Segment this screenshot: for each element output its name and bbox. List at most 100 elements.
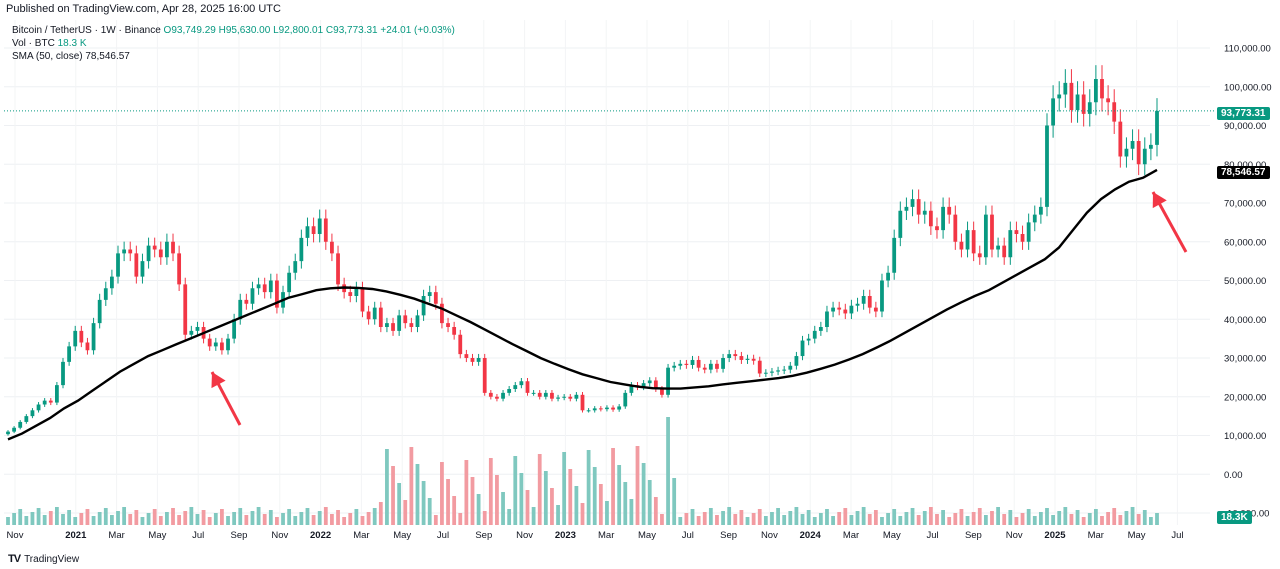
volume-bar [647,480,652,525]
annotation-arrow-2025-head [1152,192,1167,209]
candle-body [421,296,426,316]
volume-bar [592,467,597,525]
volume-bar [85,509,90,525]
candle-body [684,363,689,365]
volume-bar [586,450,591,525]
volume-bar [189,507,194,525]
volume-bar [537,454,542,525]
volume-bar [525,490,530,525]
volume-bar [715,515,719,525]
volume-bar [672,478,677,525]
candle-body [458,334,463,355]
candle-body [806,338,811,341]
volume-bar [1026,509,1031,525]
candle-body [336,253,340,285]
y-tick-label: 80,000.00 [1224,160,1266,171]
volume-bar [678,517,683,525]
volume-bar [635,446,640,525]
volume-bar [287,509,292,525]
volume-bar [653,497,658,525]
candle-body [42,400,47,405]
candle-body [427,292,432,296]
candle-body [666,367,670,395]
candle-body [910,199,915,207]
candle-body [794,356,799,366]
x-tick-label: 2025 [1044,530,1066,541]
candle-body [1093,79,1098,103]
volume-bar [458,513,463,525]
x-tick-label: May [1128,530,1146,541]
candle-body [831,307,835,312]
candle-body [739,356,744,360]
candle-body [1130,141,1135,149]
y-tick-label: 100,000.00 [1224,82,1272,93]
volume-bar [1118,515,1123,525]
candle-body [54,385,59,403]
volume-bar [403,500,408,525]
candle-body [861,296,866,304]
candle-body [470,358,475,362]
candle-body [1100,79,1104,99]
candle-body [916,199,921,215]
candle-body [226,338,230,351]
volume-bar [397,483,402,525]
candle-body [220,342,224,351]
candle-body [97,299,102,324]
volume-bar [330,514,334,525]
volume-bar [67,510,72,525]
legend-sma-row[interactable]: SMA (50, close) 78,546.57 [12,50,455,63]
volume-bar [18,509,23,525]
footer-brand[interactable]: TV TradingView [8,553,79,565]
volume-bar [776,508,780,525]
candle-body [757,360,762,374]
volume-bar [250,511,255,525]
volume-bar [782,515,787,525]
candle-body [592,408,597,411]
volume-bar [183,511,188,525]
candle-body [617,406,622,410]
candle-body [116,253,120,277]
volume-bar [244,515,249,525]
x-tick-label: 2024 [800,530,822,541]
candle-body [971,230,976,254]
candle-body [323,218,328,242]
candle-body [550,392,554,399]
volume-bar [617,465,622,525]
candle-body [146,245,151,262]
candle-body [1038,206,1043,215]
volume-bar [507,509,512,525]
volume-bar [195,514,200,525]
volume-bar [268,510,273,525]
candle-body [782,369,787,371]
volume-bar [152,509,157,525]
candle-body [213,342,218,347]
legend-volume-row[interactable]: Vol · BTC 18.3 K [12,37,455,50]
volume-bar [1020,513,1025,525]
volume-bar [947,517,952,525]
candle-body [941,206,945,231]
x-tick-label: Mar [843,530,859,541]
volume-bar [751,513,756,525]
candle-body [122,249,127,254]
candle-body [403,315,408,324]
volume-bar [843,508,848,525]
legend-symbol-row[interactable]: Bitcoin / TetherUS · 1W · Binance O93,74… [12,24,455,37]
candle-body [476,358,481,362]
candle-body [317,218,322,234]
volume-bar [299,512,304,525]
price-chart[interactable]: 110,000.00 100,000.00 90,000.00 80,000.00 70… [0,20,1280,545]
volume-bar [433,515,438,525]
candle-body [880,280,884,312]
tv-logo-icon: TV [8,553,21,565]
volume-bar [378,502,383,525]
volume-bar [837,512,842,525]
volume-bar [1093,509,1098,525]
candle-body [391,323,395,331]
x-tick-label: May [393,530,411,541]
candle-body [452,327,457,335]
volume-bar [48,511,53,525]
volume-bar [1081,517,1086,525]
volume-bar [959,509,964,525]
candle-body [67,346,72,362]
candle-body [647,380,652,384]
